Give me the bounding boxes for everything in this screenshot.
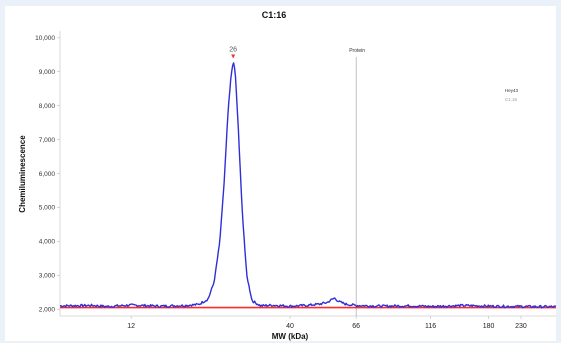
- y-tick-label: 4,000: [39, 239, 56, 246]
- x-tick-label: 12: [127, 323, 135, 330]
- series-line: [59, 62, 556, 309]
- y-tick-label: 9,000: [39, 69, 56, 76]
- chart-svg: C1:16 Chemiluminescence MW (kDa) 2,000 3,…: [18, 10, 556, 341]
- y-tick-label: 7,000: [39, 137, 56, 144]
- y-tick-label: 10,000: [35, 35, 55, 42]
- y-tick-label: 5,000: [39, 205, 56, 212]
- peak-marker: [231, 54, 236, 59]
- x-tick-label: 180: [483, 323, 495, 330]
- protein-marker-label: Protein: [349, 48, 365, 54]
- y-ticks: 2,000 3,000 4,000 5,000 6,000 7,000 8,000 9,000…: [35, 35, 60, 314]
- y-tick-label: 3,000: [39, 273, 56, 280]
- chart-panel: C1:16 Chemiluminescence MW (kDa) 2,000 3,…: [5, 6, 556, 341]
- peak-label: 26: [229, 47, 237, 54]
- y-tick-label: 2,000: [39, 307, 56, 314]
- x-tick-label: 66: [352, 323, 360, 330]
- legend-entry: C1:16: [505, 97, 518, 102]
- y-tick-label: 6,000: [39, 171, 56, 178]
- x-axis-label: MW (kDa): [272, 332, 309, 341]
- chart-title: C1:16: [262, 10, 287, 20]
- x-tick-label: 230: [515, 323, 527, 330]
- y-tick-label: 8,000: [39, 103, 56, 110]
- x-ticks: 12 40 66 116 180 230: [127, 316, 527, 330]
- legend-entry: Hey43: [505, 88, 519, 93]
- x-tick-label: 116: [425, 323, 436, 330]
- x-tick-label: 40: [286, 323, 294, 330]
- y-axis-label: Chemiluminescence: [18, 135, 27, 213]
